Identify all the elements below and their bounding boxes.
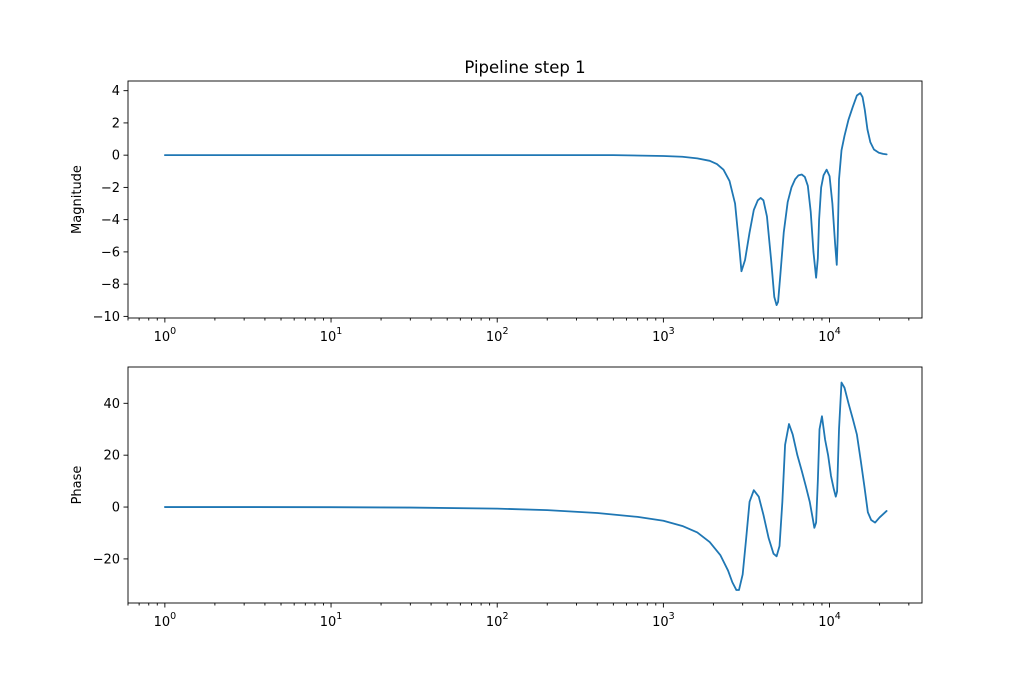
magnitude-axes-frame <box>127 80 923 319</box>
phase-y-tick-label: −20 <box>93 552 120 567</box>
magnitude-series-line <box>163 92 888 307</box>
magnitude-y-tick-label: −8 <box>101 278 120 293</box>
phase-panel: 100 101 102 103 104 40 20 0 −20 Phase <box>70 366 923 630</box>
magnitude-y-tick-label: −2 <box>101 181 120 196</box>
magnitude-x-tick-label: 103 <box>652 326 675 345</box>
magnitude-y-tick-label: −10 <box>93 310 120 325</box>
phase-y-axis-label: Phase <box>70 466 85 505</box>
magnitude-y-tick-label: −4 <box>101 213 120 228</box>
phase-y-tick-label: 40 <box>103 397 120 412</box>
chart-title: Pipeline step 1 <box>464 58 585 77</box>
magnitude-y-tick-label: 4 <box>112 84 120 99</box>
magnitude-y-axis-label: Magnitude <box>70 165 85 234</box>
phase-y-tick-label: 20 <box>103 449 120 464</box>
magnitude-y-tick-label: 2 <box>112 116 120 131</box>
phase-x-tick-label: 103 <box>652 611 675 630</box>
magnitude-x-tick-label: 102 <box>486 326 509 345</box>
phase-axes-frame <box>127 366 923 604</box>
magnitude-y-tick-label: 0 <box>112 149 120 164</box>
phase-x-tick-label: 101 <box>320 611 343 630</box>
magnitude-x-tick-label: 104 <box>818 326 841 345</box>
magnitude-panel: 100 101 102 103 104 4 2 0 −2 −4 −6 −8 −10 Magnitude <box>70 80 923 345</box>
phase-x-tick-label: 102 <box>486 611 509 630</box>
magnitude-x-tick-label: 100 <box>154 326 177 345</box>
magnitude-y-tick-label: −6 <box>101 245 120 260</box>
phase-x-tick-label: 100 <box>154 611 177 630</box>
magnitude-x-tick-label: 101 <box>320 326 343 345</box>
phase-x-tick-label: 104 <box>818 611 841 630</box>
phase-y-tick-label: 0 <box>112 501 120 516</box>
phase-series-line <box>163 381 888 591</box>
